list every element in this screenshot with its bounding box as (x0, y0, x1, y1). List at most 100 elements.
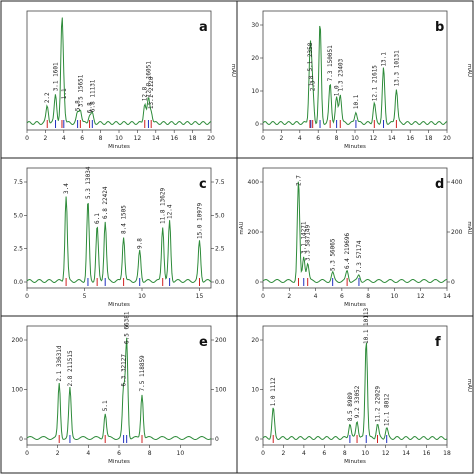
plot-area (262, 167, 448, 289)
peak-label: 2.8 211515 (67, 350, 74, 387)
y-tick-label-left: 2.5 (13, 246, 23, 253)
peak-label: 7.5 118859 (139, 355, 146, 392)
panel-letter: a (199, 20, 208, 35)
y-tick-label-left: 0 (255, 436, 259, 443)
peak-label: 1.8 (308, 75, 315, 86)
x-tick-label: 14 (388, 135, 396, 142)
peak-label: 11.8 13629 (160, 187, 167, 224)
x-tick-label: 0 (25, 293, 29, 300)
y-tick-label-left: 30 (251, 22, 259, 29)
peak-label: 1.0 (334, 85, 341, 96)
panel-border (236, 157, 474, 317)
x-tick-label: 4 (314, 293, 318, 300)
peak-label: 11.2 22029 (374, 386, 381, 423)
peak-label: 12.8 16051 (145, 61, 152, 98)
x-tick-label: 15 (196, 293, 204, 300)
peak-label: 8.5 8989 (347, 392, 354, 421)
panel-b: 0 2 4 6 8 10 12 14 16 18 20 Minutes 0 10 20 30 mAU 5.1 23… (236, 0, 474, 159)
y-tick-label-right: 200 (451, 229, 463, 236)
x-tick-label: 10 (351, 135, 359, 142)
x-axis-title: Minutes (344, 459, 366, 465)
peak-label: 12.8 (142, 86, 149, 101)
x-tick-label: 0 (261, 135, 265, 142)
x-tick-label: 16 (423, 450, 431, 457)
y-tick-label-left: 0 (255, 121, 259, 128)
x-tick-label: 10 (177, 450, 185, 457)
peak-label: 3.1 14271 (301, 221, 308, 254)
y-tick-label-right: 5.0 (215, 212, 225, 219)
y-tick-label-right: 100 (215, 387, 227, 394)
peak-label: 13.3 10131 (393, 50, 400, 87)
x-tick-label: 2 (279, 135, 283, 142)
peak-label: 1.1 (61, 88, 68, 99)
peak-label: 6.1 (94, 213, 101, 224)
x-tick-label: 2 (287, 293, 291, 300)
peak-label: 1.0 1112 (270, 377, 277, 406)
y-axis-title-right: mAU (466, 379, 472, 392)
x-tick-label: 4 (298, 135, 302, 142)
panel-letter: e (199, 335, 208, 350)
y-tick-label-left: 20 (251, 337, 259, 344)
y-tick-label-right: 7.5 (215, 179, 225, 186)
y-tick-label-left: 10 (251, 387, 259, 394)
peak-label: 2.3 (310, 80, 317, 91)
x-tick-label: 0 (25, 450, 29, 457)
panel-letter: b (435, 20, 444, 35)
x-tick-label: 8 (366, 293, 370, 300)
x-tick-label: 8 (148, 450, 152, 457)
peak-label: 8.4 1505 (121, 205, 128, 234)
x-tick-label: 2 (43, 135, 47, 142)
x-tick-label: 0 (261, 293, 265, 300)
y-tick-label-right: 0.0 (215, 279, 225, 286)
x-tick-label: 10 (115, 135, 123, 142)
peak-label: 13.1 (381, 52, 388, 67)
x-tick-label: 14 (402, 450, 410, 457)
y-tick-label-left: 200 (12, 337, 24, 344)
peak-label: 5.8 (75, 100, 82, 111)
panel-a: 0 2 4 6 8 10 12 14 16 18 20 Minutes mAU 2.23.1 16011.… (0, 0, 238, 159)
panel-f: 0 2 4 6 8 10 12 14 16 18 Minutes 0 10 20 mAU 1.0 1112 8.… (236, 307, 474, 474)
y-tick-label-left: 0.0 (13, 279, 23, 286)
peak-label: 6.8 22424 (102, 186, 109, 219)
peak-label: 10.1 10113 (363, 307, 370, 344)
y-tick-label-left: 100 (12, 387, 24, 394)
peak-label: 9.2 33052 (354, 385, 361, 418)
x-tick-label: 18 (189, 135, 197, 142)
peak-label: 6.8 (87, 102, 94, 113)
x-tick-label: 12 (382, 450, 390, 457)
x-tick-label: 6 (80, 135, 84, 142)
x-tick-label: 14 (152, 135, 160, 142)
x-tick-label: 18 (425, 135, 433, 142)
x-axis-title: Minutes (108, 459, 130, 465)
x-tick-label: 6 (322, 450, 326, 457)
y-tick-label-left: 20 (251, 55, 259, 62)
peak-label: 12.1 21615 (371, 65, 378, 102)
y-tick-label-left: 400 (248, 179, 260, 186)
peak-label: 2.2 (44, 92, 51, 103)
x-tick-label: 12 (134, 135, 142, 142)
x-tick-label: 8 (343, 450, 347, 457)
x-tick-label: 0 (261, 450, 265, 457)
chromatogram-trace (262, 25, 448, 126)
panel-d: 0 2 4 6 8 10 12 14 Minutes 0 200 400 0 200 400 mAU mAU 2.… (236, 157, 474, 317)
y-tick-label-left: 0 (255, 279, 259, 286)
plot-area (262, 325, 448, 446)
y-axis-title-right: mAU (466, 221, 472, 234)
x-tick-label: 2 (56, 450, 60, 457)
x-tick-label: 0 (25, 135, 29, 142)
peak-label: 2.7 (295, 175, 302, 186)
x-tick-label: 8 (335, 135, 339, 142)
x-tick-label: 4 (86, 450, 90, 457)
panel-letter: f (435, 335, 441, 350)
y-tick-label-right: 400 (451, 179, 463, 186)
x-tick-label: 6 (316, 135, 320, 142)
y-axis-title-left: mAU (239, 221, 245, 234)
chromatogram-trace (26, 337, 212, 441)
chromatogram-trace (262, 342, 448, 441)
x-axis-title: Minutes (344, 144, 366, 150)
peak-label: 3.4 (63, 183, 70, 194)
y-axis-title-right: mAU (230, 64, 236, 77)
chromatogram-trace (26, 196, 212, 284)
y-tick-label-right: 0 (451, 279, 455, 286)
